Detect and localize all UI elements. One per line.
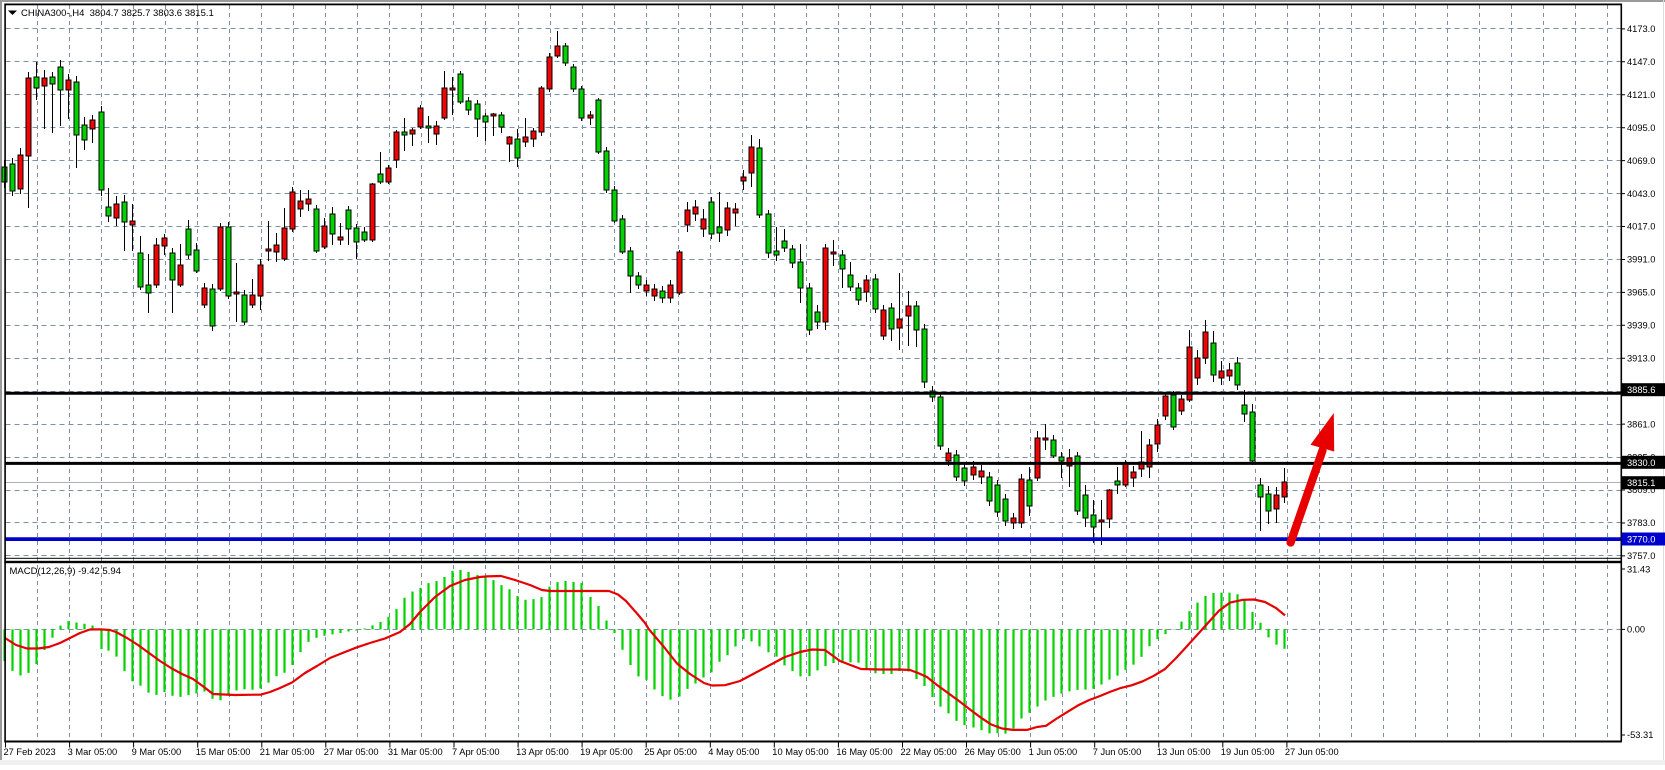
svg-text:15 Mar 05:00: 15 Mar 05:00 [196,747,251,757]
svg-text:21 Mar 05:00: 21 Mar 05:00 [260,747,315,757]
svg-text:27 Mar 05:00: 27 Mar 05:00 [324,747,379,757]
svg-text:10 May 05:00: 10 May 05:00 [772,747,828,757]
svg-text:3830.0: 3830.0 [1627,458,1655,468]
svg-text:0.00: 0.00 [1627,625,1645,635]
svg-text:27 Feb 2023: 27 Feb 2023 [4,747,56,757]
svg-text:16 May 05:00: 16 May 05:00 [836,747,892,757]
svg-text:19 Apr 05:00: 19 Apr 05:00 [580,747,633,757]
svg-text:22 May 05:00: 22 May 05:00 [901,747,957,757]
svg-text:3757.0: 3757.0 [1627,551,1655,561]
svg-text:3770.0: 3770.0 [1627,535,1655,545]
svg-text:4 May 05:00: 4 May 05:00 [708,747,759,757]
svg-text:7 Jun 05:00: 7 Jun 05:00 [1093,747,1142,757]
svg-text:31 Mar 05:00: 31 Mar 05:00 [388,747,443,757]
svg-text:13 Apr 05:00: 13 Apr 05:00 [516,747,569,757]
svg-text:3815.1: 3815.1 [1627,478,1655,488]
svg-text:4147.0: 4147.0 [1627,57,1655,67]
svg-text:1 Jun 05:00: 1 Jun 05:00 [1029,747,1078,757]
svg-text:4017.0: 4017.0 [1627,222,1655,232]
svg-text:3965.0: 3965.0 [1627,288,1655,298]
svg-text:-53.31: -53.31 [1627,730,1653,740]
svg-text:13 Jun 05:00: 13 Jun 05:00 [1157,747,1211,757]
svg-text:27 Jun 05:00: 27 Jun 05:00 [1285,747,1339,757]
svg-text:3783.0: 3783.0 [1627,518,1655,528]
svg-text:4043.0: 4043.0 [1627,189,1655,199]
svg-text:7 Apr 05:00: 7 Apr 05:00 [452,747,500,757]
svg-text:3939.0: 3939.0 [1627,321,1655,331]
svg-text:25 Apr 05:00: 25 Apr 05:00 [644,747,697,757]
svg-text:3991.0: 3991.0 [1627,255,1655,265]
svg-text:CHINA300-,H4 3804.7 3825.7 38: CHINA300-,H4 3804.7 3825.7 3803.6 3815.1 [21,8,214,19]
svg-text:9 Mar 05:00: 9 Mar 05:00 [132,747,182,757]
svg-text:4173.0: 4173.0 [1627,24,1655,34]
svg-text:3 Mar 05:00: 3 Mar 05:00 [68,747,118,757]
svg-text:4095.0: 4095.0 [1627,123,1655,133]
svg-text:19 Jun 05:00: 19 Jun 05:00 [1221,747,1275,757]
svg-text:31.43: 31.43 [1627,565,1650,575]
svg-text:3885.6: 3885.6 [1627,385,1655,395]
svg-text:MACD(12,26,9) -9.42 5.94: MACD(12,26,9) -9.42 5.94 [10,566,121,577]
svg-text:3861.0: 3861.0 [1627,419,1655,429]
svg-text:3913.0: 3913.0 [1627,354,1655,364]
svg-text:26 May 05:00: 26 May 05:00 [965,747,1021,757]
svg-text:4121.0: 4121.0 [1627,90,1655,100]
svg-text:4069.0: 4069.0 [1627,156,1655,166]
